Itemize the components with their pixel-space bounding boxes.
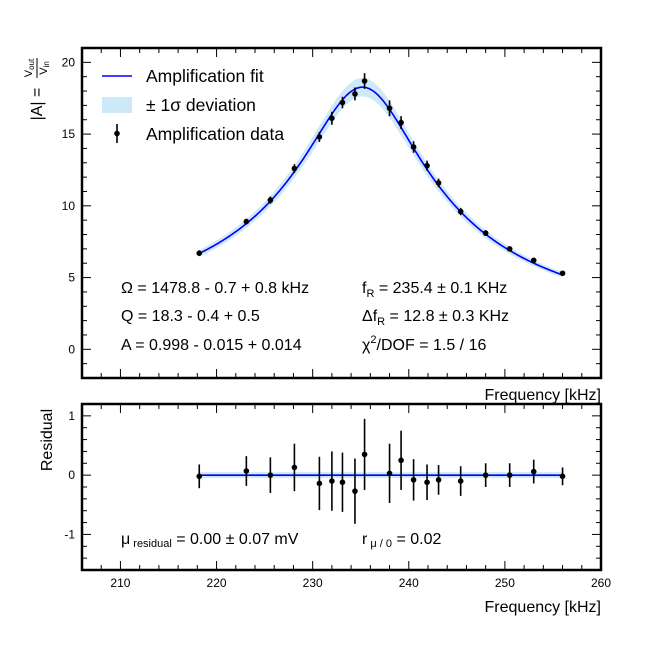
y-tick-label: 5 [68, 271, 75, 285]
y-tick-label: 0 [68, 468, 75, 482]
residual-point [457, 466, 464, 496]
dfr-annotation: ΔfR = 12.8 ± 0.3 KHz [362, 308, 509, 328]
fit-annotations: Ω = 1478.8 - 0.7 + 0.8 kHz Q = 18.3 - 0.… [121, 280, 509, 354]
omega-annotation: Ω = 1478.8 - 0.7 + 0.8 kHz [121, 280, 309, 297]
ylabel-den-sub: in [42, 61, 51, 67]
main-y-axis-label: |A| = Vout Vin [23, 58, 51, 120]
x-tick-label: 220 [207, 576, 227, 590]
data-point [482, 230, 489, 236]
x-tick-label: 250 [495, 576, 515, 590]
residual-x-axis-label: Frequency [kHz] [485, 599, 601, 616]
fr-annotation: fR = 235.4 ± 0.1 KHz [362, 280, 507, 300]
y-tick-label: 0 [68, 342, 75, 356]
mu-annotation: μ residual = 0.00 ± 0.07 mV [121, 531, 299, 550]
data-point [530, 257, 537, 264]
q-annotation: Q = 18.3 - 0.4 + 0.5 [121, 308, 260, 325]
amplification-data-points [196, 73, 566, 277]
data-point [410, 141, 417, 153]
residual-point [316, 456, 323, 511]
y-tick-label: 1 [68, 409, 75, 423]
ylabel-num-sub: out [27, 58, 36, 70]
residual-point [530, 459, 537, 484]
residual-point [267, 457, 274, 493]
residual-panel: 210 220 230 240 250 260 -1 0 1 Residual Frequenc… [39, 402, 611, 616]
data-point [559, 270, 566, 277]
x-tick-label: 240 [399, 576, 419, 590]
deviation-band-area [199, 77, 563, 278]
legend-band-label: ± 1σ deviation [146, 95, 256, 115]
legend-data-label: Amplification data [146, 124, 284, 144]
fit-deviation-band [199, 77, 563, 278]
residual-data-points [196, 418, 566, 524]
main-plot-frame [80, 46, 603, 380]
data-point [435, 178, 442, 188]
a-annotation: A = 0.998 - 0.015 + 0.014 [121, 337, 302, 354]
fit-curve [198, 86, 563, 276]
residual-point [329, 451, 335, 511]
residual-point [398, 430, 404, 490]
data-point [352, 87, 358, 101]
residual-point [339, 452, 346, 512]
svg-text:|A| =: |A| = [29, 88, 46, 121]
data-point [506, 246, 513, 252]
residual-point [243, 456, 250, 486]
main-x-axis-label: Frequency [kHz] [485, 387, 601, 404]
data-point [457, 207, 464, 216]
legend-fit-label: Amplification fit [146, 66, 264, 86]
residual-y-axis-label: Residual [39, 409, 56, 471]
data-point [243, 218, 250, 225]
residual-point [410, 459, 417, 501]
data-point [316, 131, 323, 142]
residual-point [435, 465, 442, 495]
legend: Amplification fit ± 1σ deviation Amplifi… [102, 66, 284, 144]
residual-point [386, 443, 393, 504]
ylabel-num: V [23, 69, 35, 77]
legend-band-swatch [102, 97, 132, 113]
chi-annotation: χ2/DOF = 1.5 / 16 [362, 334, 486, 354]
y-tick-label: 10 [62, 199, 76, 213]
ylabel-den: V [38, 67, 50, 75]
residual-annotations: μ residual = 0.00 ± 0.07 mV r μ / 0 = 0.… [121, 531, 441, 550]
data-point [398, 116, 404, 130]
r-annotation: r μ / 0 = 0.02 [362, 531, 441, 550]
legend-data-swatch [114, 124, 120, 143]
svg-text:Vout: Vout [23, 58, 36, 77]
data-point [339, 96, 346, 109]
data-point [267, 196, 274, 204]
residual-point [291, 443, 298, 492]
y-tick-label: 15 [62, 127, 76, 141]
residual-point [361, 418, 368, 490]
residual-point [482, 463, 489, 487]
residual-point [352, 458, 358, 524]
y-tick-label: -1 [64, 527, 75, 541]
residual-point [424, 464, 430, 501]
y-tick-label: 20 [62, 55, 76, 69]
data-point [386, 100, 393, 117]
x-tick-label: 210 [110, 576, 130, 590]
residual-point [196, 464, 203, 489]
x-tick-label: 260 [591, 576, 611, 590]
residual-plot-frame [80, 402, 603, 572]
residual-point [506, 463, 513, 487]
x-tick-label: 230 [303, 576, 323, 590]
data-point [196, 250, 203, 257]
data-point [361, 73, 368, 89]
data-point [329, 111, 335, 125]
svg-text:Vin: Vin [38, 61, 51, 75]
data-point [424, 160, 430, 171]
amplification-fit-line [198, 86, 563, 276]
data-point [291, 164, 298, 173]
ylabel-lhs: |A| = [29, 88, 46, 121]
residual-point [559, 467, 566, 486]
